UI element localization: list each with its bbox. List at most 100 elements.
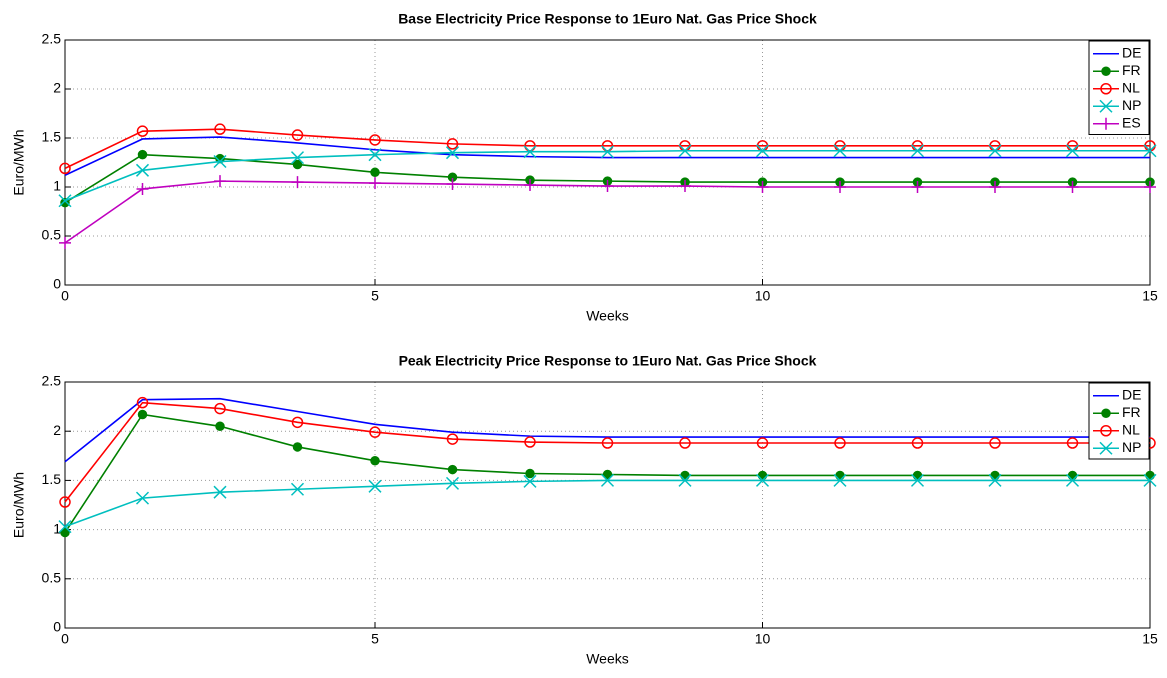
marker xyxy=(910,144,925,158)
marker xyxy=(1066,181,1079,193)
marker xyxy=(989,181,1001,193)
marker xyxy=(214,402,226,415)
legend-label: ES xyxy=(1122,114,1141,130)
marker xyxy=(213,154,227,169)
marker xyxy=(136,125,149,137)
marker xyxy=(446,433,459,445)
marker xyxy=(291,129,304,141)
legend-label: FR xyxy=(1122,62,1141,78)
marker xyxy=(446,138,459,150)
legend-label: NP xyxy=(1122,97,1141,113)
marker xyxy=(756,181,769,193)
x-tick-label: 10 xyxy=(755,288,771,304)
marker xyxy=(1066,437,1079,449)
marker xyxy=(600,473,615,487)
marker xyxy=(988,473,1002,487)
marker xyxy=(368,148,382,162)
y-tick-label: 0.5 xyxy=(42,570,62,586)
marker xyxy=(445,476,460,490)
x-axis-label: Weeks xyxy=(586,308,629,324)
marker xyxy=(911,437,924,449)
marker xyxy=(370,455,380,466)
y-tick-label: 2.5 xyxy=(42,373,62,389)
marker xyxy=(213,485,227,499)
axes-box xyxy=(64,381,1151,629)
legend-label: NP xyxy=(1122,439,1141,455)
marker xyxy=(525,468,535,479)
y-axis-label: Euro/MWh xyxy=(11,129,27,195)
marker xyxy=(524,179,536,192)
marker xyxy=(524,436,536,448)
marker xyxy=(1065,144,1080,158)
plot-area xyxy=(65,382,1150,628)
marker xyxy=(137,409,148,420)
marker xyxy=(291,176,304,189)
marker xyxy=(755,473,770,487)
legend-marker xyxy=(1100,425,1112,437)
marker xyxy=(989,437,1001,449)
marker xyxy=(833,473,847,487)
marker xyxy=(59,496,71,508)
series-line xyxy=(64,401,1150,503)
marker xyxy=(135,491,150,505)
marker xyxy=(136,396,149,409)
marker xyxy=(755,144,770,158)
y-tick-label: 2 xyxy=(53,80,61,96)
y-tick-label: 0 xyxy=(53,619,61,635)
marker xyxy=(292,159,303,170)
legend-marker xyxy=(1100,117,1112,130)
marker xyxy=(834,437,846,449)
marker xyxy=(137,149,148,160)
y-tick-label: 2 xyxy=(53,422,61,438)
marker xyxy=(1065,473,1080,487)
marker xyxy=(135,163,150,177)
marker xyxy=(369,134,381,146)
marker xyxy=(834,181,846,193)
legend-marker xyxy=(1101,66,1111,76)
x-tick-label: 5 xyxy=(371,288,379,304)
marker xyxy=(370,167,380,178)
x-tick-label: 0 xyxy=(61,631,69,647)
series-line xyxy=(64,397,1150,463)
marker xyxy=(136,182,149,195)
marker xyxy=(214,123,226,135)
y-tick-label: 0 xyxy=(53,276,61,292)
y-tick-label: 2.5 xyxy=(42,31,62,47)
marker xyxy=(678,473,692,487)
marker xyxy=(368,479,382,493)
legend-label: DE xyxy=(1122,44,1141,60)
marker xyxy=(58,194,72,208)
x-tick-label: 0 xyxy=(61,288,69,304)
marker xyxy=(833,144,847,158)
axes-box xyxy=(64,39,1151,286)
y-axis-label: Euro/MWh xyxy=(11,472,27,538)
legend-marker xyxy=(1100,83,1112,95)
marker xyxy=(601,437,614,449)
legend-label: NL xyxy=(1122,421,1140,437)
marker xyxy=(679,437,691,449)
legend-marker xyxy=(1099,99,1113,113)
x-tick-label: 5 xyxy=(371,631,379,647)
legend-box xyxy=(1088,40,1150,135)
marker xyxy=(910,473,925,487)
marker xyxy=(988,144,1002,158)
marker xyxy=(369,177,381,190)
marker xyxy=(215,421,225,432)
marker xyxy=(523,145,537,159)
marker xyxy=(58,520,72,534)
marker xyxy=(60,527,70,538)
series-line xyxy=(64,128,1150,170)
y-tick-label: 1.5 xyxy=(42,129,62,145)
marker xyxy=(446,178,459,191)
marker xyxy=(1143,473,1157,487)
y-tick-label: 0.5 xyxy=(42,227,62,243)
legend-label: NL xyxy=(1122,79,1140,95)
marker xyxy=(1143,144,1157,158)
marker xyxy=(59,236,71,249)
legend-label: DE xyxy=(1122,386,1141,402)
y-tick-label: 1 xyxy=(53,520,61,536)
x-tick-label: 15 xyxy=(1142,631,1158,647)
legend-marker xyxy=(1101,408,1111,418)
marker xyxy=(911,181,924,193)
marker xyxy=(523,474,537,488)
